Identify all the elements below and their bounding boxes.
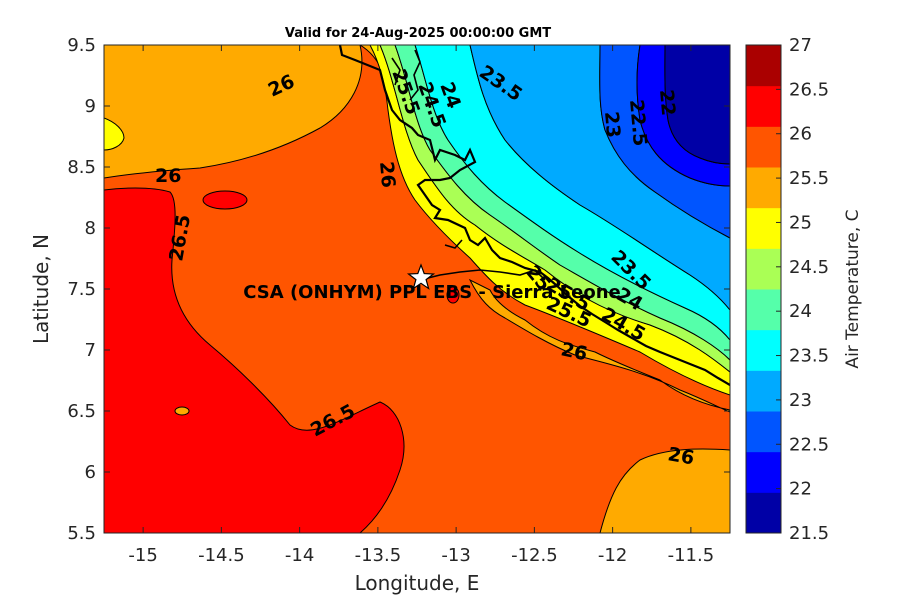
colorbar-ticks: 21.5 22 22.5 23 23.5 24 24.5 25 25.5 26 26.5 27 — [776, 35, 829, 544]
temperature-field — [104, 45, 730, 533]
x-tick-label: -12.5 — [511, 545, 558, 566]
colorbar-swatch — [746, 207, 781, 249]
colorbar-swatch — [746, 451, 781, 493]
band-26.5-west — [104, 187, 405, 533]
colorbar-swatch — [746, 126, 781, 168]
colorbar-tick-label: 26 — [789, 124, 812, 145]
colorbar-tick-label: 25 — [789, 212, 812, 233]
contour-label: 22 — [655, 89, 679, 117]
colorbar-swatch — [746, 167, 781, 209]
y-tick-label: 9.5 — [67, 35, 96, 56]
y-tick-label: 8 — [85, 218, 96, 239]
y-tick-label: 8.5 — [67, 157, 96, 178]
y-tick-label: 7.5 — [67, 279, 96, 300]
contour-label: 26 — [666, 443, 696, 469]
blob-26.5-a — [202, 190, 248, 210]
colorbar-tick-label: 22 — [789, 479, 812, 500]
band-25.5-southeast — [468, 278, 730, 533]
map-title: Valid for 24-Aug-2025 00:00:00 GMT — [285, 26, 551, 41]
colorbar-swatch — [746, 370, 781, 412]
band-21.5 — [664, 45, 730, 165]
colorbar-swatch — [746, 248, 781, 290]
colorbar-frame — [745, 44, 782, 534]
blob-26.5-b — [174, 406, 190, 416]
x-tick-label: -14 — [285, 545, 314, 566]
colorbar — [746, 45, 781, 534]
colorbar-tick-label: 27 — [789, 35, 812, 56]
x-tick-label: -14.5 — [198, 545, 245, 566]
star-icon — [406, 263, 436, 290]
contour-label: 23 — [600, 111, 624, 139]
contour-label: 22.5 — [625, 99, 651, 148]
y-axis-ticks: 5.5 6 6.5 7 7.5 8 8.5 9 9.5 — [67, 35, 730, 544]
contour-label: 26 — [375, 161, 399, 189]
x-tick-label: -13.5 — [355, 545, 402, 566]
colorbar-label: Air Temperature, C — [843, 209, 863, 368]
colorbar-tick-label: 22.5 — [789, 434, 829, 455]
colorbar-swatch — [746, 289, 781, 331]
x-tick-label: -13 — [441, 545, 470, 566]
colorbar-swatch — [746, 45, 781, 87]
site-label: CSA (ONHYM) PPL EBS - Sierra Leone — [243, 282, 620, 303]
colorbar-tick-label: 25.5 — [789, 168, 829, 189]
x-tick-label: -15 — [128, 545, 157, 566]
x-axis-label: Longitude, E — [355, 571, 480, 595]
colorbar-tick-label: 23.5 — [789, 346, 829, 367]
contour-label: 26 — [155, 165, 181, 187]
y-tick-label: 9 — [85, 96, 96, 117]
river-trace — [391, 49, 546, 281]
contour-label: 26 — [559, 338, 589, 365]
x-tick-label: -11.5 — [668, 545, 715, 566]
colorbar-swatch — [746, 492, 781, 534]
y-tick-label: 6 — [85, 462, 96, 483]
colorbar-tick-label: 21.5 — [789, 523, 829, 544]
colorbar-swatch — [746, 411, 781, 453]
colorbar-tick-label: 23 — [789, 390, 812, 411]
colorbar-tick-label: 26.5 — [789, 79, 829, 100]
coastline — [338, 45, 730, 386]
y-tick-label: 6.5 — [67, 401, 96, 422]
y-tick-label: 7 — [85, 340, 96, 361]
y-tick-label: 5.5 — [67, 523, 96, 544]
patch-25-west — [104, 117, 125, 151]
colorbar-swatch — [746, 85, 781, 127]
y-axis-label: Latitude, N — [29, 234, 53, 344]
colorbar-tick-label: 24 — [789, 301, 812, 322]
x-axis-ticks: -15 -14.5 -14 -13.5 -13 -12.5 -12 -11.5 — [128, 45, 714, 566]
colorbar-tick-label: 24.5 — [789, 257, 829, 278]
x-tick-label: -12 — [598, 545, 627, 566]
colorbar-swatch — [746, 329, 781, 371]
blob-26.5-c — [446, 286, 460, 304]
